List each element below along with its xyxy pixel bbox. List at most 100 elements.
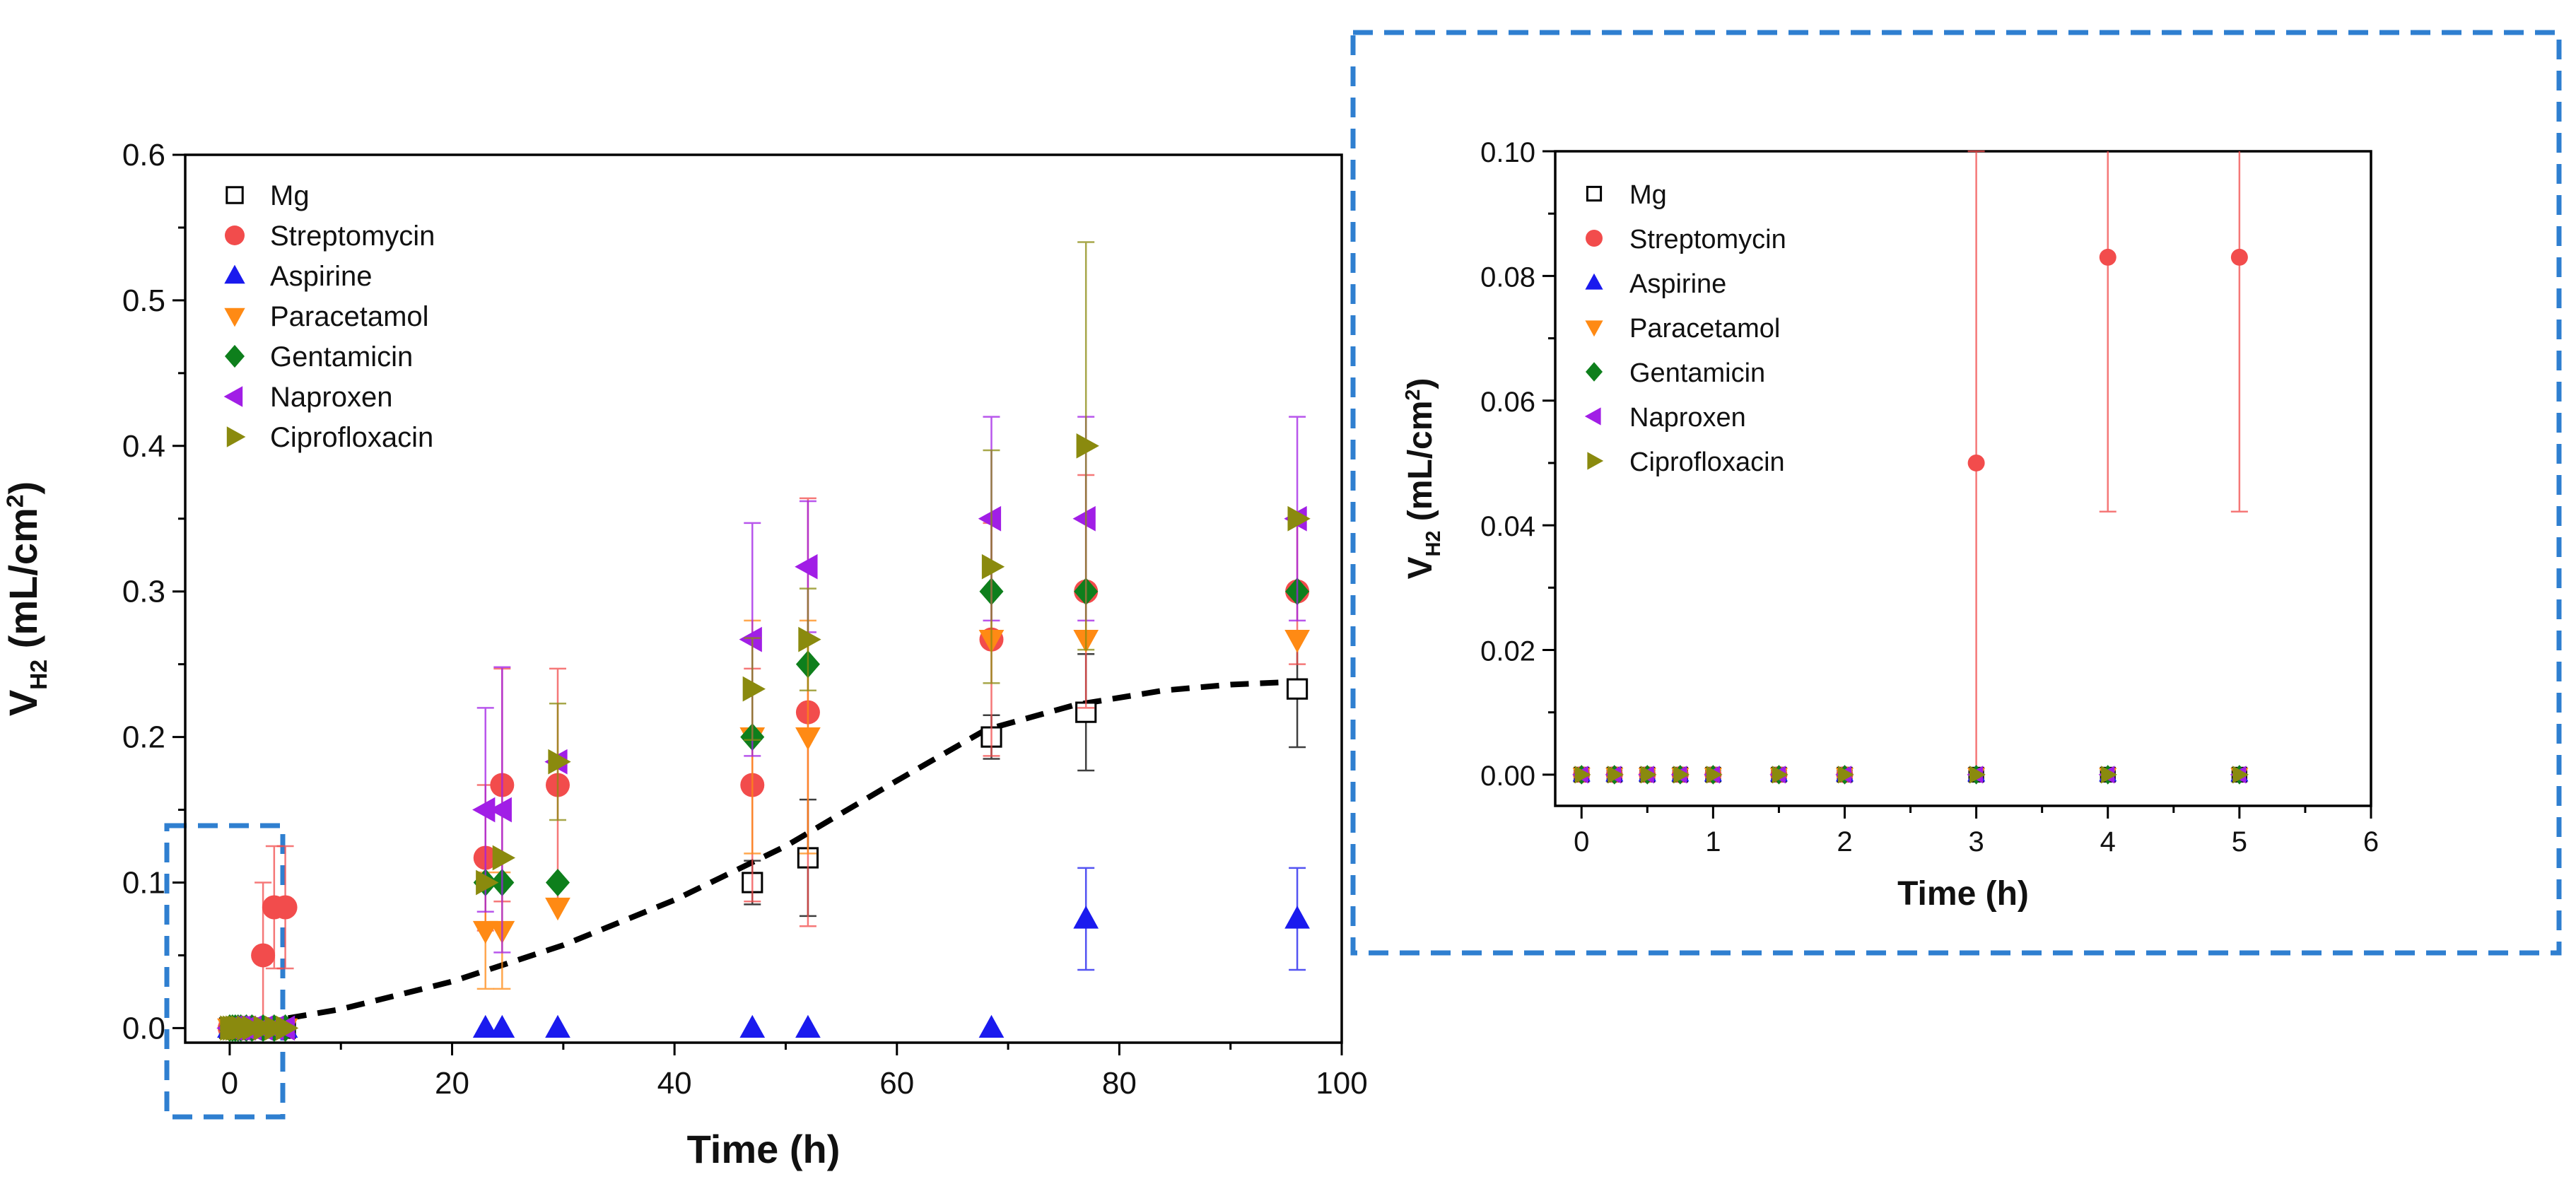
y-tick-label: 0.00 [1480,761,1535,792]
data-point [1574,766,1591,784]
data-point [1073,906,1099,929]
data-point [251,943,276,968]
x-tick-label: 20 [435,1066,469,1101]
legend: Mg Streptomycin Aspirine Paracetamol Gentami… [223,180,435,453]
series-paracetamol [217,619,1310,1042]
data-point [1284,906,1310,929]
data-point [2230,248,2248,266]
legend-marker [226,426,246,447]
y-axis-title-close: ) [1,481,45,495]
legend-item: Streptomycin [1586,225,1786,254]
y-tick-label: 0.0 [122,1011,165,1045]
x-tick-label: 6 [2363,826,2379,857]
legend-label: Gentamicin [1629,358,1765,388]
legend-marker [1587,452,1604,470]
data-point [472,797,496,823]
x-tick-label: 0 [1574,826,1589,857]
legend-marker [225,225,245,245]
data-point [2099,248,2117,266]
data-point [273,895,298,920]
data-point [1287,505,1311,532]
y-axis-title-sup: 2 [1402,389,1424,401]
x-tick-label: 80 [1102,1066,1137,1101]
legend-marker [1585,273,1603,290]
y-axis-title-unit: (mL/cm [1402,401,1439,531]
data-point [1706,766,1723,784]
inset-chart: 0 1 2 3 4 5 6 0.00 0.02 0.04 0.06 0.08 0.10 Time (h) V… [1402,137,2379,913]
data-point [548,749,571,775]
legend-item: Mg [226,180,310,211]
legend-marker [224,307,245,327]
legend-item: Paracetamol [1585,314,1780,344]
legend-marker [1584,407,1601,426]
legend-marker [1586,185,1603,202]
y-tick-label: 0.1 [122,866,165,901]
data-point [472,920,498,944]
y-axis-title-main: V [1,690,45,716]
main-chart: 0 20 40 60 80 100 0.0 0.1 0.2 0.3 0.4 0.5 0.6 Time (h… [1,138,1368,1171]
data-point [798,626,821,652]
legend-item: Gentamicin [225,341,413,373]
data-point [739,626,762,652]
data-point [1072,505,1096,532]
x-tick-label: 4 [2100,826,2116,857]
series-gentamicin [217,578,1310,1042]
legend-label: Streptomycin [270,221,435,252]
y-tick-label: 0.08 [1480,262,1535,293]
data-point [1608,766,1624,784]
series-streptomycin [217,474,1310,1041]
plot-frame [184,153,1343,1044]
legend-item: Aspirine [224,261,373,292]
y-axis-title-sub: H2 [26,660,52,690]
error-bar [2230,151,2248,512]
y-tick-label: 0.06 [1480,387,1535,418]
data-point [472,1014,498,1038]
data-point [488,797,512,823]
y-axis-title-close: ) [1402,378,1439,389]
legend-marker [1586,230,1603,247]
data-point [739,1014,766,1038]
y-axis-title-unit: (mL/cm [1,508,45,660]
error-bar [2099,151,2117,512]
legend-marker [1586,362,1603,382]
data-point [978,1014,1005,1038]
legend-item: Streptomycin [225,221,435,252]
data-point [795,553,818,580]
data-point [545,868,570,897]
legend-label: Streptomycin [1629,225,1786,254]
data-point [1640,766,1657,784]
y-tick-label: 0.10 [1480,137,1535,168]
legend-marker [1585,320,1603,337]
x-axis-title: Time (h) [1897,875,2029,913]
data-point [1772,766,1788,784]
x-axis-title: Time (h) [687,1127,841,1171]
series-aspirine [217,867,1310,1038]
inset-frame-box [1350,30,2562,956]
data-point [1967,454,1985,471]
zoom-highlight-box [164,823,286,1120]
x-tick-label: 40 [657,1066,692,1101]
legend-item: Naproxen [223,382,392,413]
legend-label: Ciprofloxacin [270,422,433,453]
plot-frame [1554,150,2372,807]
legend-label: Aspirine [1629,269,1726,299]
data-point [1969,766,1986,784]
x-tick-label: 1 [1705,826,1721,857]
y-tick-label: 0.5 [122,283,165,318]
legend-label: Paracetamol [1629,314,1780,344]
y-tick-label: 0.3 [122,575,165,609]
legend-item: Ciprofloxacin [226,422,433,453]
legend-marker [226,186,244,204]
y-tick-label: 0.4 [122,429,165,464]
legend-label: Naproxen [1629,403,1746,433]
data-point [476,869,499,896]
x-tick-label: 60 [879,1066,914,1101]
x-tick-label: 2 [1837,826,1852,857]
data-point [981,553,1005,580]
data-point [545,1014,570,1038]
data-point [1837,766,1854,784]
legend-label: Gentamicin [270,341,413,373]
y-tick-label: 0.02 [1480,636,1535,667]
data-point [795,727,821,751]
